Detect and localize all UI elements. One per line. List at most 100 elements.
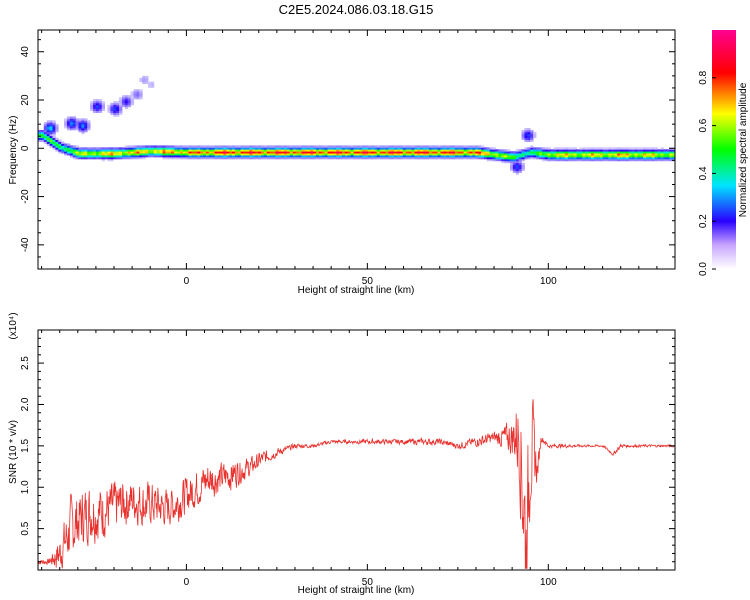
- heatmap-cell: [72, 145, 77, 148]
- heatmap-cell: [139, 95, 143, 98]
- heatmap-cell: [585, 156, 589, 160]
- heatmap-cell: [321, 151, 326, 154]
- heatmap-cell: [640, 155, 644, 158]
- heatmap-cell: [246, 155, 250, 158]
- heatmap-cell: [301, 147, 305, 150]
- heatmap-cell: [232, 145, 236, 148]
- heatmap-cell: [628, 151, 632, 154]
- heatmap-cell: [521, 156, 525, 160]
- heatmap-cell: [284, 155, 288, 158]
- heatmap-cell: [292, 149, 297, 152]
- heatmap-cell: [252, 155, 256, 158]
- heatmap-cell: [489, 151, 493, 154]
- heatmap-cell: [591, 147, 595, 150]
- colorbar-ticks: 0.00.20.40.60.8: [698, 70, 716, 276]
- heatmap-cell: [98, 156, 103, 160]
- heatmap-cell: [81, 156, 85, 160]
- heatmap-cell: [507, 160, 511, 164]
- heatmap-cell: [376, 147, 381, 150]
- heatmap-cell: [159, 151, 163, 154]
- heatmap-cell: [489, 156, 493, 160]
- heatmap-cell: [460, 155, 465, 158]
- heatmap-cell: [139, 147, 143, 150]
- heatmap-cell: [342, 151, 346, 154]
- heatmap-cell: [585, 153, 589, 156]
- heatmap-cell: [379, 151, 383, 154]
- heatmap-cell: [203, 156, 207, 160]
- heatmap-cell: [452, 147, 456, 150]
- heatmap-cell: [52, 145, 56, 148]
- heatmap-cell: [64, 149, 68, 152]
- heatmap-cell: [194, 151, 198, 154]
- heatmap-cell: [217, 153, 221, 156]
- heatmap-cell: [223, 145, 227, 148]
- heatmap-cell: [121, 99, 126, 102]
- heatmap-cell: [142, 77, 146, 81]
- heatmap-cell: [353, 151, 357, 154]
- heatmap-cell: [368, 149, 372, 152]
- heatmap-cell: [327, 153, 331, 156]
- heatmap-cell: [599, 158, 604, 162]
- heatmap-cell: [81, 124, 85, 127]
- colorbar-tick-label: 0.2: [698, 214, 709, 228]
- heatmap-cell: [318, 151, 323, 154]
- heatmap-cell: [472, 149, 476, 152]
- heatmap-cell: [240, 153, 244, 156]
- heatmap-cell: [570, 158, 575, 162]
- heatmap-cell: [84, 120, 88, 123]
- heatmap-cell: [446, 153, 450, 156]
- heatmap-cell: [292, 145, 297, 148]
- heatmap-cell: [617, 158, 621, 162]
- heatmap-cell: [512, 170, 517, 173]
- heatmap-cell: [55, 126, 59, 129]
- heatmap-cell: [220, 156, 224, 160]
- heatmap-cell: [49, 137, 53, 140]
- heatmap-cell: [492, 151, 496, 154]
- figure-title: C2E5.2024.086.03.18.G15: [279, 2, 434, 17]
- heatmap-cell: [643, 151, 647, 154]
- heatmap-cell: [223, 149, 227, 152]
- heatmap-cell: [654, 149, 659, 152]
- heatmap-cell: [425, 149, 430, 152]
- heatmap-cell: [672, 155, 675, 158]
- heatmap-cell: [342, 153, 346, 156]
- heatmap-cell: [136, 156, 140, 160]
- heatmap-cell: [217, 147, 221, 150]
- heatmap-cell: [466, 153, 470, 156]
- heatmap-cell: [75, 118, 79, 121]
- heatmap-cell: [200, 156, 204, 160]
- heatmap-cell: [127, 153, 132, 156]
- heatmap-cell: [414, 149, 418, 152]
- heatmap-cell: [573, 151, 577, 154]
- heatmap-cell: [518, 160, 522, 164]
- heatmap-cell: [101, 155, 105, 158]
- heatmap-cell: [423, 145, 427, 148]
- heatmap-cell: [501, 149, 505, 152]
- heatmap-cell: [562, 149, 566, 152]
- heatmap-cell: [617, 147, 621, 150]
- heatmap-cell: [165, 153, 169, 156]
- heatmap-cell: [258, 147, 262, 150]
- heatmap-cell: [347, 155, 352, 158]
- heatmap-cell: [84, 124, 88, 127]
- heatmap-cell: [139, 89, 143, 92]
- heatmap-cell: [515, 166, 520, 169]
- heatmap-cell: [66, 149, 71, 152]
- heatmap-cell: [43, 129, 48, 133]
- heatmap-cell: [527, 129, 531, 133]
- heatmap-cell: [176, 145, 181, 148]
- heatmap-cell: [504, 158, 508, 162]
- heatmap-cell: [333, 155, 337, 158]
- heatmap-cell: [339, 145, 343, 148]
- heatmap-cell: [350, 149, 355, 152]
- heatmap-cell: [509, 151, 514, 154]
- heatmap-cell: [666, 151, 670, 154]
- heatmap-cell: [538, 147, 543, 150]
- heatmap-cell: [538, 151, 543, 154]
- heatmap-cell: [541, 155, 546, 158]
- heatmap-cell: [356, 147, 360, 150]
- x-tick-label: 50: [362, 577, 374, 588]
- heatmap-cell: [116, 112, 120, 115]
- heatmap-cell: [289, 156, 294, 160]
- heatmap-cell: [232, 149, 236, 152]
